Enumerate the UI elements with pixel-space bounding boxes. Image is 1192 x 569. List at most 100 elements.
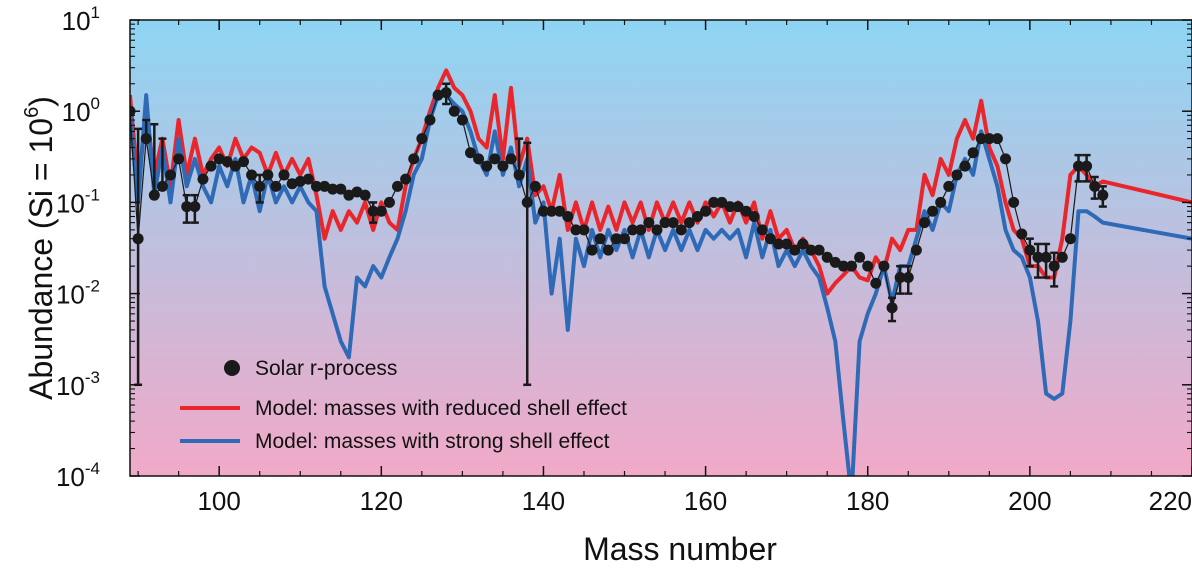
solar-point — [886, 302, 898, 314]
x-tick-label: 200 — [1008, 486, 1051, 516]
plot-background — [130, 20, 1192, 476]
solar-point — [878, 260, 890, 272]
solar-point — [562, 211, 574, 223]
solar-point — [732, 201, 744, 213]
solar-point — [748, 211, 760, 223]
solar-point — [740, 205, 752, 217]
solar-point — [837, 260, 849, 272]
solar-point — [197, 173, 209, 185]
solar-point — [359, 189, 371, 201]
solar-point — [310, 180, 322, 192]
solar-point — [392, 180, 404, 192]
y-tick-label: 10-2 — [56, 277, 100, 310]
solar-point — [708, 196, 720, 208]
solar-point — [189, 201, 201, 213]
solar-point — [424, 114, 436, 126]
solar-point — [756, 224, 768, 236]
solar-point — [1008, 196, 1020, 208]
x-tick-label: 140 — [522, 486, 565, 516]
solar-point — [416, 133, 428, 145]
solar-point — [635, 224, 647, 236]
solar-point — [586, 244, 598, 256]
solar-point — [440, 87, 452, 99]
solar-point — [497, 160, 509, 172]
solar-point — [797, 238, 809, 250]
solar-point — [1073, 160, 1085, 172]
axes-layer: 100 120 140 160 180 200 220 10-4 10-3 10-2 10-1 100… — [56, 3, 1192, 516]
y-tick-label: 100 — [62, 94, 100, 127]
solar-point — [456, 114, 468, 126]
solar-point — [991, 133, 1003, 145]
y-tick-label: 101 — [62, 3, 100, 36]
solar-point — [278, 169, 290, 181]
solar-point — [781, 238, 793, 250]
series-layer — [130, 68, 1192, 476]
solar-point — [862, 260, 874, 272]
solar-point — [764, 233, 776, 245]
x-tick-label: 220 — [1149, 486, 1192, 516]
solar-point — [716, 196, 728, 208]
solar-point — [789, 244, 801, 256]
solar-point — [691, 211, 703, 223]
solar-point — [610, 233, 622, 245]
solar-point — [229, 160, 241, 172]
solar-point — [132, 233, 144, 245]
solar-point — [148, 189, 160, 201]
solar-point — [602, 244, 614, 256]
y-tick-label: 10-1 — [56, 185, 100, 218]
solar-point — [619, 233, 631, 245]
solar-point — [943, 180, 955, 192]
solar-point — [383, 196, 395, 208]
solar-point — [1056, 251, 1068, 263]
x-tick-label: 180 — [846, 486, 889, 516]
solar-point — [489, 153, 501, 165]
solar-point — [546, 205, 558, 217]
solar-point — [237, 156, 249, 168]
solar-point — [262, 169, 274, 181]
solar-point — [821, 251, 833, 263]
solar-point — [529, 180, 541, 192]
solar-point — [1000, 153, 1012, 165]
solar-point — [327, 183, 339, 195]
solar-point — [254, 180, 266, 192]
solar-point — [1081, 160, 1093, 172]
solar-point — [675, 224, 687, 236]
y-tick-label: 10-4 — [56, 459, 100, 492]
solar-point — [813, 244, 825, 256]
solar-point — [983, 133, 995, 145]
solar-point — [854, 251, 866, 263]
solar-point — [181, 201, 193, 213]
solar-point — [473, 153, 485, 165]
x-axis-title: Mass number — [583, 531, 777, 567]
solar-point — [870, 277, 882, 289]
legend-label: Solar r-process — [255, 357, 397, 380]
legend-label: Model: masses with strong shell effect — [255, 430, 610, 453]
solar-point — [959, 160, 971, 172]
solar-point — [935, 196, 947, 208]
solar-point — [367, 205, 379, 217]
solar-point — [448, 105, 460, 117]
solar-point — [894, 272, 906, 284]
solar-point — [910, 244, 922, 256]
legend: Solar r-process Model: masses with reduce… — [180, 357, 627, 453]
solar-point — [302, 173, 314, 185]
legend-label: Model: masses with reduced shell effect — [255, 397, 627, 420]
solar-point — [246, 169, 258, 181]
solar-point — [1089, 180, 1101, 192]
y-axis-title-end: ) — [23, 96, 59, 107]
solar-point — [400, 173, 412, 185]
solar-point — [918, 217, 930, 229]
plot-frame — [129, 19, 1192, 477]
solar-point — [505, 153, 517, 165]
x-tick-label: 160 — [684, 486, 727, 516]
solar-point — [205, 160, 217, 172]
solar-point — [967, 147, 979, 159]
solar-point — [659, 217, 671, 229]
solar-point — [513, 169, 525, 181]
solar-point — [724, 201, 736, 213]
solar-series — [130, 82, 1109, 387]
solar-point — [464, 147, 476, 159]
solar-point — [651, 224, 663, 236]
solar-point — [683, 217, 695, 229]
